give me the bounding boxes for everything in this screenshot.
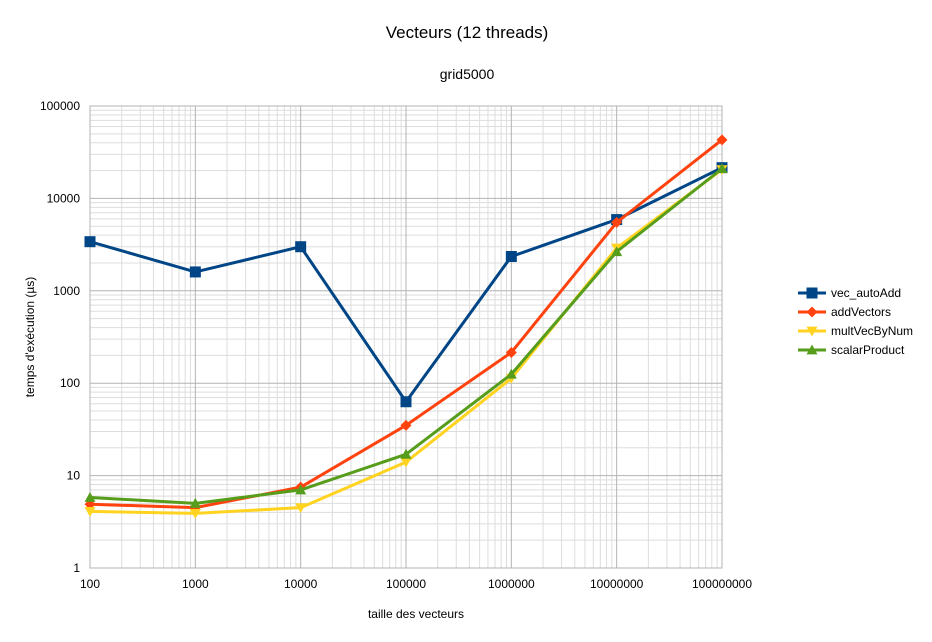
data-point-vec_autoAdd (295, 241, 307, 253)
x-tick-label: 100000 (386, 577, 426, 591)
data-point-vec_autoAdd (84, 236, 96, 248)
x-tick-label: 10000000 (590, 577, 644, 591)
series (84, 134, 728, 519)
chart-title: Vecteurs (12 threads) (386, 23, 549, 42)
legend: vec_autoAdd addVectors multVecByNum scalarP… (798, 286, 913, 357)
data-point-scalarProduct (400, 448, 412, 459)
legend-marker (806, 344, 818, 355)
y-tick-label: 1 (73, 561, 80, 575)
data-point-scalarProduct (295, 484, 307, 495)
data-point-multVecByNum (295, 503, 307, 514)
y-axis-label: temps d'exécution (µs) (23, 277, 37, 398)
data-point-addVectors (716, 134, 728, 146)
data-point-addVectors (400, 419, 412, 431)
legend-marker (806, 287, 818, 299)
legend-label: multVecByNum (831, 324, 913, 338)
data-point-vec_autoAdd (505, 251, 517, 263)
series-scalarProduct (84, 163, 728, 508)
y-tick-labels: 1 10 100 1000 10000 100000 (40, 99, 80, 575)
legend-marker (806, 326, 818, 337)
x-tick-label: 100 (80, 577, 100, 591)
legend-item-addVectors: addVectors (798, 305, 891, 319)
y-tick-label: 1000 (53, 284, 80, 298)
data-point-addVectors (505, 346, 517, 358)
legend-marker (806, 306, 818, 318)
data-point-vec_autoAdd (189, 266, 201, 278)
data-point-scalarProduct (84, 491, 96, 502)
x-tick-label: 100000000 (692, 577, 752, 591)
x-tick-label: 10000 (284, 577, 318, 591)
data-point-vec_autoAdd (400, 396, 412, 408)
legend-item-multVecByNum: multVecByNum (798, 324, 913, 338)
legend-item-vec_autoAdd: vec_autoAdd (798, 286, 901, 300)
y-tick-label: 10000 (47, 191, 81, 205)
data-point-multVecByNum (84, 506, 96, 517)
legend-label: scalarProduct (831, 343, 905, 357)
x-tick-labels: 100 1000 10000 100000 1000000 10000000 1000000… (80, 577, 752, 591)
y-tick-label: 100000 (40, 99, 80, 113)
data-point-scalarProduct (716, 163, 728, 174)
legend-item-scalarProduct: scalarProduct (798, 343, 905, 357)
y-tick-label: 10 (67, 469, 81, 483)
x-tick-label: 1000 (182, 577, 209, 591)
legend-label: vec_autoAdd (831, 286, 901, 300)
data-point-scalarProduct (189, 497, 201, 508)
data-point-multVecByNum (400, 457, 412, 468)
data-point-multVecByNum (189, 508, 201, 519)
data-point-scalarProduct (505, 368, 517, 379)
legend-label: addVectors (831, 305, 891, 319)
data-point-addVectors (611, 216, 623, 228)
x-axis-label: taille des vecteurs (368, 607, 464, 621)
y-tick-label: 100 (60, 376, 80, 390)
data-point-scalarProduct (611, 246, 623, 257)
x-tick-label: 1000000 (488, 577, 535, 591)
chart-subtitle: grid5000 (440, 66, 495, 82)
plot-area-frame (89, 105, 723, 569)
